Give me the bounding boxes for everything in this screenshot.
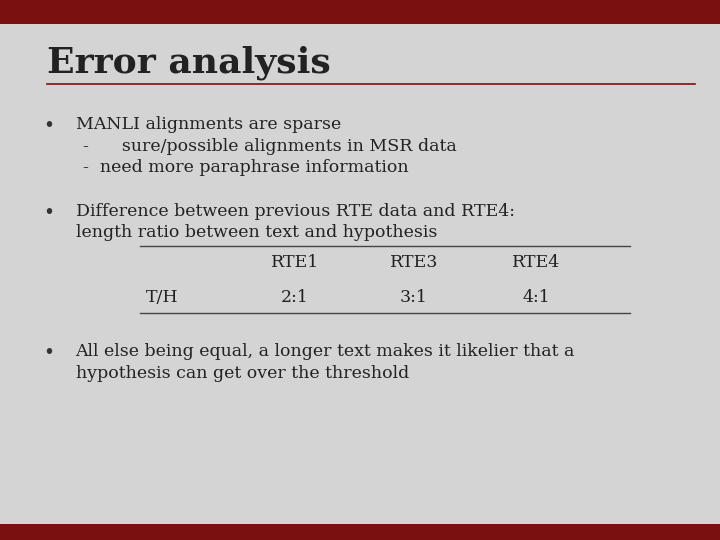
Text: 3:1: 3:1 [400, 289, 428, 306]
Bar [0, 0, 720, 24]
Text: •: • [43, 116, 54, 135]
Bar [0, 524, 720, 540]
Text: hypothesis can get over the threshold: hypothesis can get over the threshold [76, 364, 409, 381]
Text: All else being equal, a longer text makes it likelier that a: All else being equal, a longer text make… [76, 343, 575, 360]
Text: 2:1: 2:1 [282, 289, 309, 306]
Text: length ratio between text and hypothesis: length ratio between text and hypothesis [76, 224, 437, 241]
Text: RTE3: RTE3 [390, 254, 438, 271]
Text: 4:1: 4:1 [523, 289, 550, 306]
Text: MANLI alignments are sparse: MANLI alignments are sparse [76, 116, 341, 133]
Text: -      sure/possible alignments in MSR data: - sure/possible alignments in MSR data [83, 138, 456, 154]
Text: •: • [43, 343, 54, 362]
Text: -  need more paraphrase information: - need more paraphrase information [83, 159, 408, 176]
Text: Error analysis: Error analysis [47, 46, 330, 80]
Text: RTE4: RTE4 [512, 254, 561, 271]
Text: •: • [43, 202, 54, 221]
Text: RTE1: RTE1 [271, 254, 320, 271]
Text: T/H: T/H [145, 289, 179, 306]
Text: Difference between previous RTE data and RTE4:: Difference between previous RTE data and… [76, 202, 515, 219]
